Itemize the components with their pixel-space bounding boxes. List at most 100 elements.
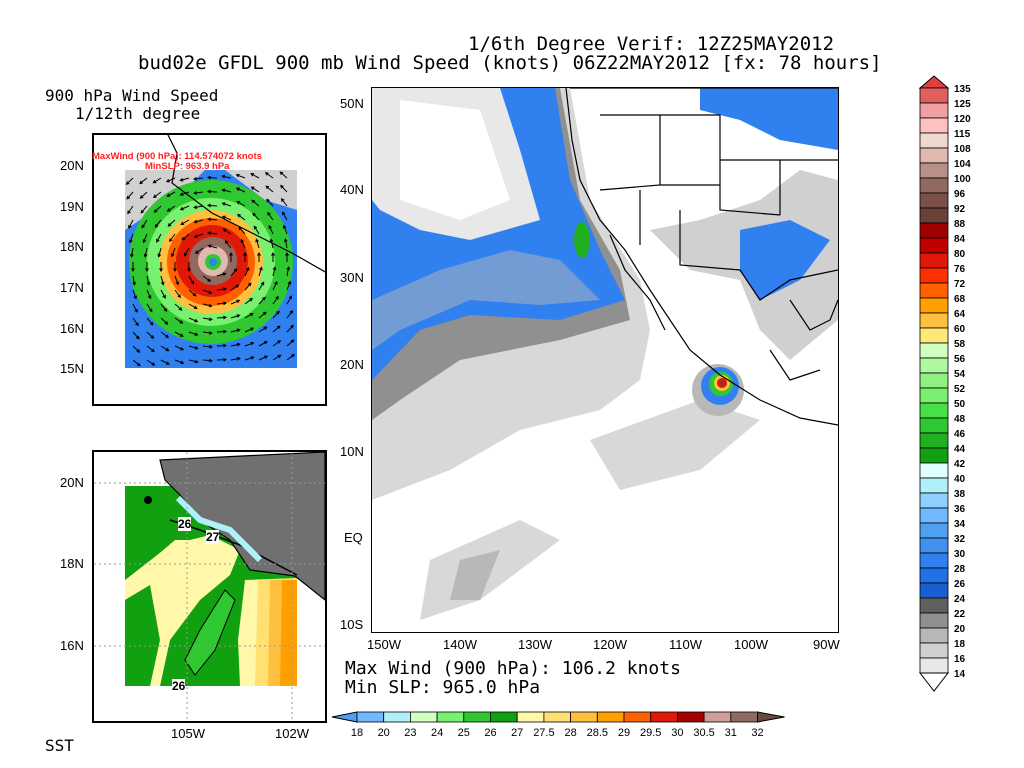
colorbar-label: 48 xyxy=(954,414,966,425)
colorbar-swatch xyxy=(919,357,949,374)
wind-arrow-icon xyxy=(216,357,228,362)
wind-arrow-icon xyxy=(193,176,204,181)
wind-arrow-icon xyxy=(235,173,246,179)
colorbar-label: 32 xyxy=(954,534,966,545)
wind-arrow-icon xyxy=(142,233,148,244)
wind-arrow-icon xyxy=(272,295,279,305)
lat-label: 40N xyxy=(340,182,364,197)
wind-arrow-icon xyxy=(187,262,191,273)
wind-arrow-icon xyxy=(230,342,241,347)
inset-sst-frame xyxy=(92,450,327,723)
colorbar-swatch xyxy=(383,711,411,723)
colorbar-swatch xyxy=(650,711,678,723)
wind-arrow-icon xyxy=(286,353,296,361)
colorbar-label: 72 xyxy=(954,279,966,290)
wind-arrow-icon xyxy=(160,303,168,312)
wind-arrow-icon xyxy=(166,205,176,212)
colorbar-swatch xyxy=(919,477,949,494)
colorbar-swatch xyxy=(919,312,949,329)
colorbar-swatch xyxy=(919,117,949,134)
wind-arrow-icon xyxy=(243,251,247,262)
wind-arrow-icon xyxy=(188,275,195,285)
colorbar-label: 125 xyxy=(954,99,971,110)
colorbar-label: 20 xyxy=(954,624,966,635)
wind-arrow-icon xyxy=(286,309,294,319)
wind-arrow-icon xyxy=(130,247,134,258)
wind-arrow-icon xyxy=(267,211,274,221)
colorbar-swatch xyxy=(919,417,949,434)
colorbar-swatch xyxy=(919,447,949,464)
colorbar-label: 30 xyxy=(671,727,683,739)
colorbar-label: 104 xyxy=(954,159,971,170)
lat-label: 20N xyxy=(340,357,364,372)
colorbar-swatch xyxy=(919,642,949,659)
wind-arrow-icon xyxy=(160,345,170,352)
wind-arrow-icon xyxy=(236,201,246,207)
title-line-2: bud02e GFDL 900 mb Wind Speed (knots) 06… xyxy=(138,52,882,74)
wind-arrow-icon xyxy=(235,187,246,193)
wind-arrow-icon xyxy=(279,171,288,179)
wind-arrow-icon xyxy=(207,244,218,249)
wind-arrow-icon xyxy=(140,205,148,214)
colorbar-label: 28 xyxy=(564,727,576,739)
colorbar-label: 42 xyxy=(954,459,966,470)
inset-wind-title: 900 hPa Wind Speed xyxy=(45,86,219,105)
lat-label: 19N xyxy=(60,199,84,214)
wind-arrow-icon xyxy=(165,177,176,183)
wind-arrow-icon xyxy=(188,289,197,297)
wind-arrow-icon xyxy=(174,289,181,299)
wind-arrow-icon xyxy=(152,191,162,198)
wind-arrow-icon xyxy=(146,289,152,300)
wind-arrow-icon xyxy=(188,317,199,323)
colorbar-label: 20 xyxy=(378,727,390,739)
colorbar-swatch xyxy=(919,492,949,509)
lon-label: 105W xyxy=(171,726,205,741)
wind-arrow-icon xyxy=(159,262,163,273)
colorbar-swatch xyxy=(919,87,949,104)
wind-field xyxy=(372,88,838,620)
wind-arrow-icon xyxy=(132,359,141,367)
colorbar-swatch xyxy=(919,432,949,449)
lat-label: 50N xyxy=(340,96,364,111)
main-map xyxy=(371,87,839,633)
wind-arrow-icon xyxy=(271,251,275,262)
wind-arrow-icon xyxy=(146,303,153,313)
wind-arrow-icon xyxy=(240,238,246,249)
sst-map xyxy=(94,452,325,721)
wind-arrow-icon xyxy=(216,272,227,277)
wind-arrow-icon xyxy=(224,240,232,249)
colorbar-swatch xyxy=(919,612,949,629)
colorbar-swatch xyxy=(570,711,598,723)
wind-arrow-icon xyxy=(230,299,241,305)
wind-arrow-icon xyxy=(280,197,288,207)
wind-arrow-icon xyxy=(258,311,267,319)
lon-label: 150W xyxy=(367,637,401,652)
lat-label: 17N xyxy=(60,280,84,295)
colorbar-swatch xyxy=(623,711,652,723)
colorbar-swatch xyxy=(596,711,625,723)
wind-arrow-icon xyxy=(152,177,162,184)
colorbar-label: 120 xyxy=(954,114,971,125)
inset-wind-subtitle: 1/12th degree xyxy=(75,104,201,123)
colorbar-swatch xyxy=(516,711,545,723)
colorbar-swatch xyxy=(919,162,949,179)
wind-arrow-icon xyxy=(160,331,170,338)
lat-label: 18N xyxy=(60,239,84,254)
wind-arrow-icon xyxy=(272,310,280,319)
sst-contour-label: 26 xyxy=(178,517,192,531)
colorbar-swatch xyxy=(356,711,385,723)
wind-arrow-icon xyxy=(286,339,295,347)
wind-arrow-icon xyxy=(237,213,246,221)
wind-arrow-icon xyxy=(230,284,240,291)
wind-arrow-icon xyxy=(180,219,190,225)
colorbar-label: 18 xyxy=(351,727,363,739)
wind-arrow-icon xyxy=(154,219,162,228)
sst-colorbar: 18 20 23 24 25 26 27 27.5 28 28.5 29 29.5 30 30.5 31 32 xyxy=(331,711,785,739)
wind-arrow-icon xyxy=(132,275,136,286)
colorbar-swatch xyxy=(919,132,949,149)
wind-arrow-icon xyxy=(157,247,162,258)
colorbar-swatch xyxy=(410,711,438,723)
wind-arrow-icon xyxy=(221,215,232,221)
colorbar-label: 80 xyxy=(954,249,966,260)
wind-arrow-icon xyxy=(272,340,282,347)
